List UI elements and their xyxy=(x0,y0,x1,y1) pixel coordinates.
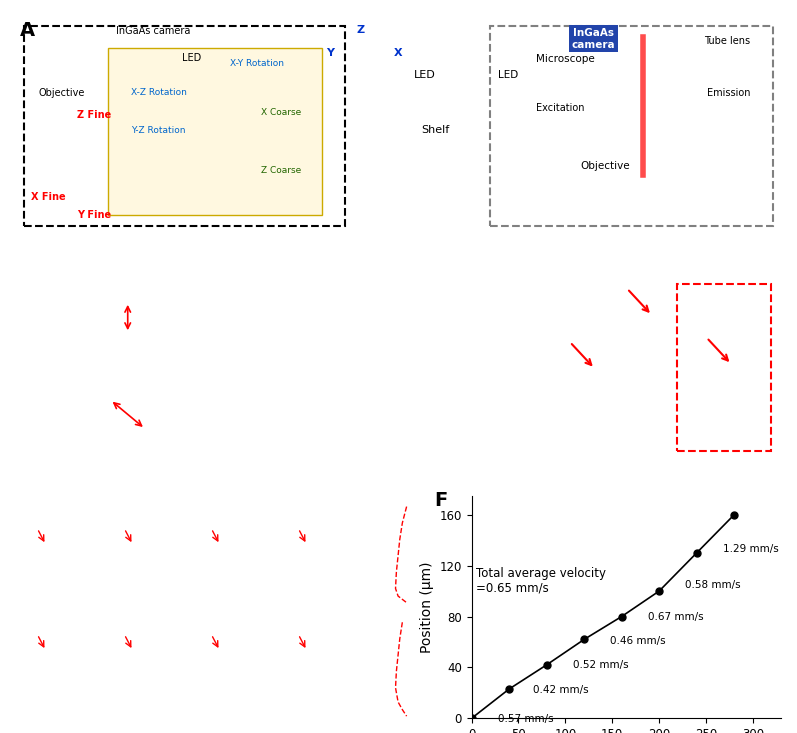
Text: 0.46 mm/s: 0.46 mm/s xyxy=(611,636,666,646)
Bar xyxy=(24,26,345,226)
Text: 180 μm: 180 μm xyxy=(178,284,214,293)
Text: Z Coarse: Z Coarse xyxy=(261,166,301,175)
Text: A: A xyxy=(20,21,35,40)
Text: LED: LED xyxy=(183,53,202,62)
Text: 120 ms: 120 ms xyxy=(281,501,312,510)
Text: InGaAs camera: InGaAs camera xyxy=(116,26,190,36)
Text: D: D xyxy=(540,262,556,281)
Text: 0.57 mm/s: 0.57 mm/s xyxy=(498,714,553,724)
Text: Excitation: Excitation xyxy=(536,103,585,113)
Text: LED: LED xyxy=(414,70,435,80)
Text: Y-Z Rotation: Y-Z Rotation xyxy=(131,126,185,135)
Text: 0.42 mm/s: 0.42 mm/s xyxy=(533,685,589,695)
Text: LED: LED xyxy=(498,70,518,80)
Text: X-Y Rotation: X-Y Rotation xyxy=(230,59,285,68)
Text: 0.21 mm/s: 0.21 mm/s xyxy=(619,287,672,298)
Text: F: F xyxy=(434,491,448,510)
Text: B: B xyxy=(23,262,38,281)
Text: 0.52 mm/s: 0.52 mm/s xyxy=(573,660,629,670)
Text: Objective: Objective xyxy=(39,88,85,97)
Text: 0.67 mm/s: 0.67 mm/s xyxy=(648,611,704,622)
Bar xyxy=(490,26,773,226)
Text: 280 ms: 280 ms xyxy=(281,615,312,624)
Text: Emission: Emission xyxy=(707,88,751,97)
Text: 160 ms: 160 ms xyxy=(20,615,51,624)
Text: Z: Z xyxy=(356,25,364,35)
Text: X-Z Rotation: X-Z Rotation xyxy=(131,88,186,97)
Text: Shelf: Shelf xyxy=(422,125,450,136)
Text: Tube lens: Tube lens xyxy=(705,37,751,46)
Bar xyxy=(108,48,322,215)
Text: Total average velocity
=0.65 mm/s: Total average velocity =0.65 mm/s xyxy=(477,567,607,595)
Text: E: E xyxy=(18,499,32,518)
Text: 14.5 μm: 14.5 μm xyxy=(78,410,119,421)
Y-axis label: Position (μm): Position (μm) xyxy=(420,561,434,653)
Text: InGaAs
camera: InGaAs camera xyxy=(571,28,615,50)
Text: 40 ms: 40 ms xyxy=(108,501,133,510)
Text: Objective: Objective xyxy=(580,161,630,171)
Text: 0.58 mm/s: 0.58 mm/s xyxy=(685,580,741,590)
Text: 0 ms: 0 ms xyxy=(20,501,41,510)
Text: X: X xyxy=(395,48,402,57)
Text: 0.39 mm/s: 0.39 mm/s xyxy=(552,347,604,358)
Text: 1.29 mm/s: 1.29 mm/s xyxy=(723,544,779,554)
Text: Y Fine: Y Fine xyxy=(77,210,112,220)
Text: 80 ms: 80 ms xyxy=(194,501,220,510)
Text: Z Fine: Z Fine xyxy=(77,110,112,120)
Text: 240 ms: 240 ms xyxy=(194,615,225,624)
Text: 0.65 mm/s: 0.65 mm/s xyxy=(687,347,739,358)
Text: Microscope: Microscope xyxy=(536,54,595,65)
Text: Y: Y xyxy=(326,48,334,57)
Text: C: C xyxy=(282,262,296,281)
Bar xyxy=(677,284,771,451)
Text: X Fine: X Fine xyxy=(31,192,66,202)
Text: X Coarse: X Coarse xyxy=(261,108,301,117)
Text: 200 ms: 200 ms xyxy=(108,615,138,624)
